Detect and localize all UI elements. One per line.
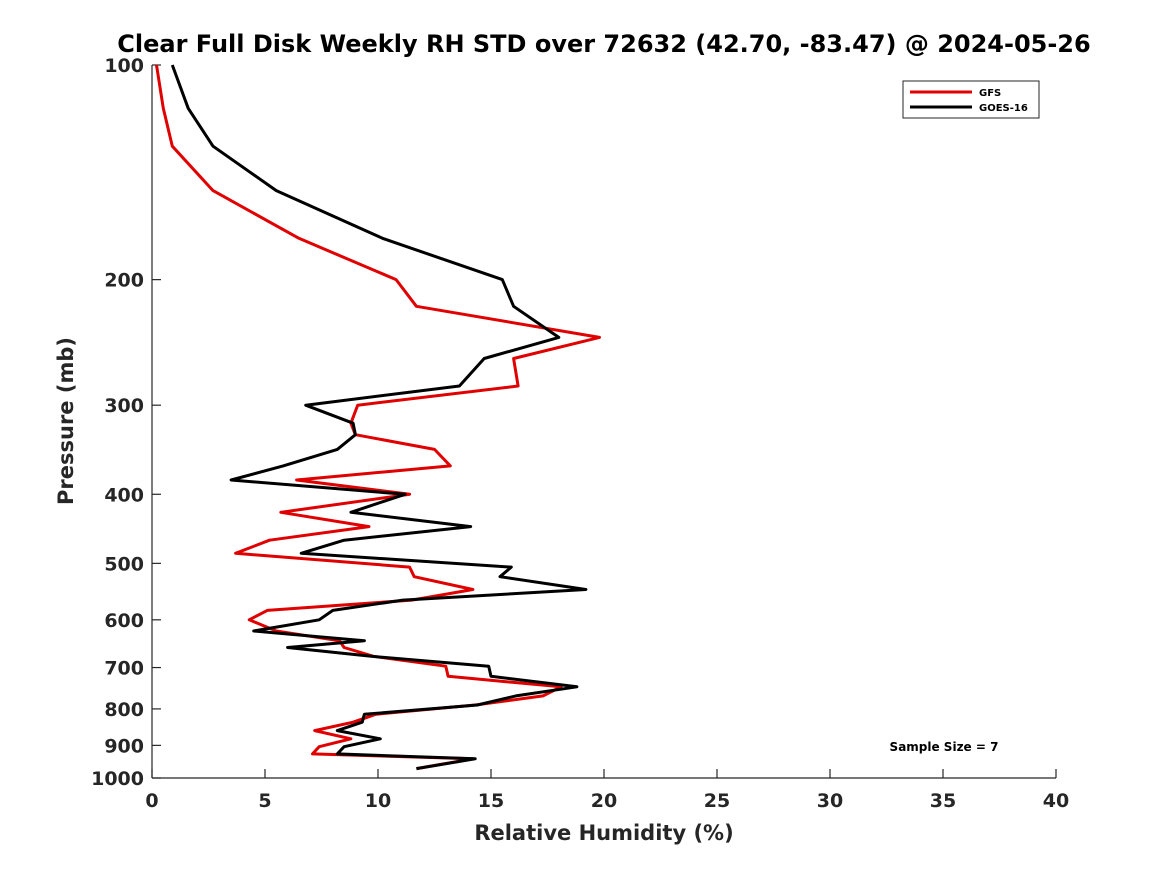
x-tick-label: 5 — [258, 790, 271, 812]
y-tick-label: 200 — [104, 270, 144, 292]
y-tick-label: 700 — [104, 658, 144, 680]
sample-size-annotation: Sample Size = 7 — [890, 740, 999, 754]
legend-label-goes-16: GOES-16 — [979, 103, 1028, 114]
legend-box — [902, 80, 1040, 119]
legend: GFS GOES-16 — [902, 80, 1040, 119]
y-tick-label: 900 — [104, 735, 144, 757]
y-tick-label: 1000 — [91, 768, 144, 790]
x-tick-label: 35 — [930, 790, 956, 812]
legend-label-gfs: GFS — [979, 88, 1001, 99]
y-axis-label: Pressure (mb) — [54, 337, 78, 505]
x-tick-label: 15 — [478, 790, 504, 812]
x-ticks: 0 5 10 15 20 25 30 35 40 — [145, 769, 1069, 812]
y-ticks: 100 200 300 400 500 600 700 800 900 1000 — [91, 55, 161, 790]
y-tick-label: 600 — [104, 610, 144, 632]
x-tick-label: 40 — [1043, 790, 1069, 812]
x-tick-label: 10 — [365, 790, 391, 812]
x-tick-label: 0 — [145, 790, 158, 812]
x-tick-label: 25 — [704, 790, 730, 812]
y-tick-label: 300 — [104, 395, 144, 417]
axes — [151, 65, 1056, 779]
y-tick-label: 800 — [104, 699, 144, 721]
series-line-gfs — [155, 64, 601, 771]
series-layer — [155, 64, 601, 771]
y-tick-label: 400 — [104, 484, 144, 506]
y-tick-label: 500 — [104, 553, 144, 575]
x-tick-label: 30 — [817, 790, 843, 812]
y-tick-label: 100 — [104, 55, 144, 77]
series-line-goes-16 — [170, 64, 588, 771]
x-axis-label: Relative Humidity (%) — [474, 821, 733, 845]
x-tick-label: 20 — [591, 790, 617, 812]
chart-title: Clear Full Disk Weekly RH STD over 72632… — [117, 30, 1090, 58]
